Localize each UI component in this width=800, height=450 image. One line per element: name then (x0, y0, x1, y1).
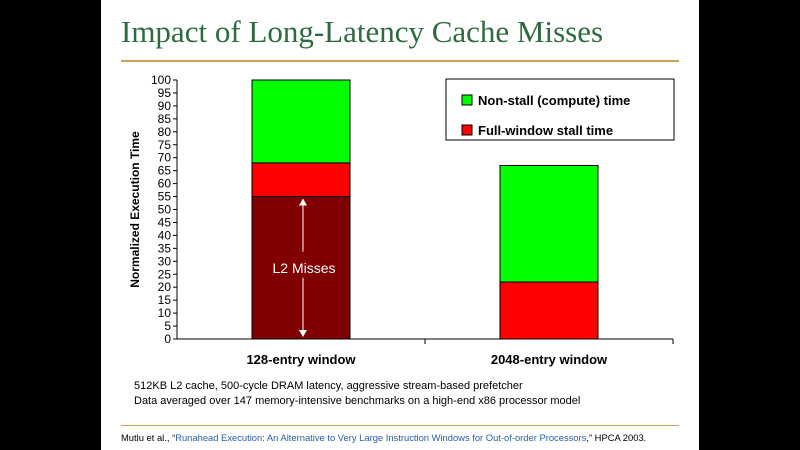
y-tick-label: 45 (158, 215, 172, 229)
y-tick-label: 15 (158, 293, 172, 307)
legend-label: Non-stall (compute) time (478, 93, 630, 108)
bar-segment (499, 164, 599, 283)
y-tick-label: 70 (158, 151, 172, 165)
annotation-region (251, 196, 351, 340)
legend-swatch (461, 94, 473, 106)
y-tick-label: 75 (158, 138, 172, 152)
citation: Mutlu et al., “Runahead Execution: An Al… (121, 432, 646, 443)
y-tick-label: 95 (158, 86, 172, 100)
y-tick-label: 55 (158, 190, 172, 204)
y-tick-label: 30 (158, 254, 172, 268)
y-tick-label: 10 (158, 306, 172, 320)
annotation-arrowhead-bottom (299, 330, 307, 337)
legend-swatch (461, 124, 473, 136)
bar-segment (251, 79, 351, 164)
chart-note-2: Data averaged over 147 memory-intensive … (134, 395, 581, 407)
bar-segment (499, 281, 599, 340)
chart-note-1: 512KB L2 cache, 500-cycle DRAM latency, … (134, 380, 523, 392)
annotation-label: L2 Misses (272, 260, 335, 276)
y-tick-label: 80 (158, 125, 172, 139)
y-tick-label: 50 (158, 203, 172, 217)
slide: Impact of Long-Latency Cache Misses 0 5 10… (101, 0, 699, 450)
y-tick-label: 90 (158, 99, 172, 113)
y-tick-label: 60 (158, 177, 172, 191)
x-tick-label: 2048-entry window (491, 352, 608, 367)
y-tick-label: 85 (158, 112, 172, 126)
y-tick-label: 25 (158, 267, 172, 281)
y-tick-label: 5 (164, 319, 171, 333)
citation-prefix: Mutlu et al., “ (121, 432, 176, 443)
annotation-arrowhead-top (299, 198, 307, 206)
y-tick-label: 40 (158, 228, 172, 242)
footer-divider (121, 425, 679, 426)
y-tick-label: 20 (158, 280, 172, 294)
y-tick-label: 65 (158, 164, 172, 178)
x-tick-label: 128-entry window (246, 352, 356, 367)
legend-box (445, 78, 675, 141)
y-tick-label: 35 (158, 241, 172, 255)
y-axis-label: Normalized Execution Time (128, 131, 142, 288)
title-divider (121, 60, 679, 62)
citation-link[interactable]: Runahead Execution: An Alternative to Ve… (175, 432, 587, 443)
legend-label: Full-window stall time (478, 123, 613, 138)
y-tick-label: 100 (151, 73, 171, 87)
y-tick-label: 0 (164, 332, 171, 346)
bar-chart: 0510152025303540455055606570758085909510… (128, 73, 675, 367)
citation-suffix: ,” HPCA 2003. (586, 432, 647, 443)
slide-title: Impact of Long-Latency Cache Misses (121, 14, 604, 49)
